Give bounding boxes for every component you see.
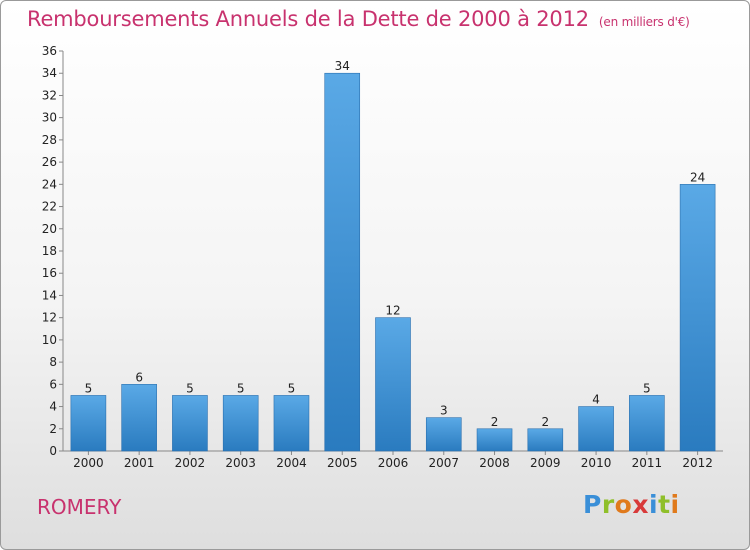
y-tick-label: 36: [42, 44, 57, 58]
bar-value-label: 2: [491, 415, 499, 429]
bar: [324, 72, 361, 452]
bar-value-label: 12: [385, 304, 400, 318]
bar: [375, 317, 411, 452]
y-tick-label: 12: [42, 311, 57, 325]
y-tick-label: 30: [42, 111, 57, 125]
x-tick-label: 2005: [327, 456, 358, 470]
title-text: Remboursements Annuels de la Dette de 20…: [27, 7, 589, 31]
x-tick-label: 2004: [276, 456, 307, 470]
y-tick-label: 14: [42, 288, 57, 302]
y-tick-label: 26: [42, 155, 57, 169]
proxiti-logo: Proxiti: [583, 490, 680, 519]
logo-letter: P: [583, 490, 602, 519]
bar: [172, 395, 208, 452]
bar: [629, 395, 665, 452]
y-tick-label: 20: [42, 222, 57, 236]
x-tick-label: 2006: [378, 456, 409, 470]
y-tick-label: 8: [49, 355, 57, 369]
x-tick-label: 2008: [479, 456, 510, 470]
chart-subtitle: (en milliers d'€): [598, 15, 690, 29]
y-tick-label: 22: [42, 200, 57, 214]
logo-letter: i: [649, 490, 659, 519]
bar-value-label: 6: [135, 370, 143, 384]
y-tick-label: 4: [49, 400, 57, 414]
bar-value-label: 5: [85, 381, 93, 395]
x-tick-label: 2001: [124, 456, 155, 470]
bar: [70, 395, 107, 452]
logo-letter: i: [670, 490, 680, 519]
x-tick-label: 2010: [581, 456, 612, 470]
x-tick-label: 2012: [682, 456, 713, 470]
x-tick-label: 2003: [225, 456, 256, 470]
logo-letter: o: [614, 490, 633, 519]
bar: [273, 395, 310, 452]
x-tick-label: 2007: [428, 456, 459, 470]
logo-letter: x: [632, 490, 649, 519]
x-tick-label: 2011: [632, 456, 663, 470]
place-name: ROMERY: [37, 495, 122, 519]
y-tick-label: 10: [42, 333, 57, 347]
chart-title: Remboursements Annuels de la Dette de 20…: [27, 7, 690, 31]
x-tick-label: 2000: [73, 456, 104, 470]
y-tick-label: 24: [42, 177, 57, 191]
logo-letter: r: [601, 490, 615, 519]
bar: [121, 384, 157, 452]
y-tick-label: 34: [42, 66, 57, 80]
x-tick-label: 2009: [530, 456, 561, 470]
y-tick-label: 6: [49, 377, 57, 391]
bar-value-label: 3: [440, 404, 448, 418]
y-tick-label: 32: [42, 88, 57, 102]
bar: [222, 395, 259, 452]
bar-value-label: 4: [592, 393, 600, 407]
x-tick-label: 2002: [175, 456, 206, 470]
bar-value-label: 5: [643, 381, 651, 395]
y-tick-label: 18: [42, 244, 57, 258]
bar: [578, 406, 614, 452]
y-tick-label: 28: [42, 133, 57, 147]
bar-value-label: 2: [541, 415, 549, 429]
bar-value-label: 5: [237, 381, 245, 395]
bar: [679, 184, 716, 452]
y-tick-label: 0: [49, 444, 57, 458]
bar-value-label: 34: [335, 59, 350, 73]
y-tick-label: 16: [42, 266, 57, 280]
bar: [476, 428, 513, 452]
bar: [527, 428, 564, 452]
logo-letter: t: [658, 490, 671, 519]
y-tick-label: 2: [49, 422, 57, 436]
bar-value-label: 5: [186, 381, 194, 395]
bar: [425, 417, 462, 452]
bar-value-label: 5: [288, 381, 296, 395]
bar-value-label: 24: [690, 170, 705, 184]
